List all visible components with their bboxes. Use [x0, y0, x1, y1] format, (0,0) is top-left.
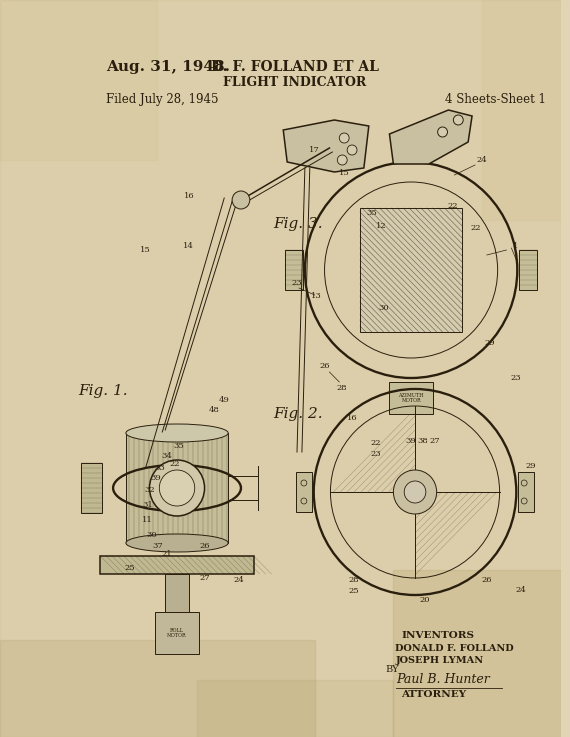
Text: 30: 30 [146, 531, 157, 539]
Text: Fig. 1.: Fig. 1. [79, 384, 128, 398]
Text: 29: 29 [484, 339, 495, 347]
Text: 28: 28 [337, 384, 348, 392]
Text: 16: 16 [347, 414, 357, 422]
Text: FLIGHT INDICATOR: FLIGHT INDICATOR [223, 75, 367, 88]
Text: 22: 22 [471, 224, 481, 232]
Bar [360, 208, 462, 332]
Text: 35: 35 [174, 442, 184, 450]
Text: Filed July 28, 1945: Filed July 28, 1945 [106, 93, 219, 105]
Bar [165, 574, 189, 612]
Text: ATTORNEY: ATTORNEY [401, 690, 466, 699]
Text: 25: 25 [124, 564, 135, 572]
Text: 13: 13 [311, 292, 322, 300]
Text: 35: 35 [367, 209, 377, 217]
Text: 26: 26 [200, 542, 210, 550]
Text: 24: 24 [477, 156, 487, 164]
Text: 29: 29 [526, 462, 536, 470]
Text: JOSEPH LYMAN: JOSEPH LYMAN [396, 656, 483, 665]
Text: Paul B. Hunter: Paul B. Hunter [396, 673, 490, 686]
Text: DONALD F. FOLLAND: DONALD F. FOLLAND [396, 644, 514, 653]
Ellipse shape [126, 424, 228, 442]
Circle shape [453, 115, 463, 125]
Text: 26: 26 [482, 576, 492, 584]
Bar [389, 382, 433, 414]
Text: 27: 27 [200, 574, 210, 582]
Text: 34: 34 [162, 452, 173, 460]
Text: 16: 16 [184, 192, 194, 200]
Text: ROLL
MOTOR: ROLL MOTOR [167, 628, 187, 638]
Circle shape [337, 155, 347, 165]
Text: 23: 23 [292, 279, 302, 287]
Text: Fig. 3.: Fig. 3. [274, 217, 323, 231]
Bar [0, 640, 315, 737]
Text: 39: 39 [406, 437, 417, 445]
Bar [393, 570, 570, 737]
Text: 26: 26 [319, 362, 330, 370]
Bar [518, 472, 534, 512]
Text: 17: 17 [310, 146, 320, 154]
Circle shape [438, 127, 447, 137]
Text: AZIMUTH
MOTOR: AZIMUTH MOTOR [398, 393, 424, 403]
Text: 14: 14 [184, 242, 194, 250]
Text: 12: 12 [376, 222, 387, 230]
Text: BY: BY [385, 665, 399, 674]
Text: 15: 15 [140, 246, 151, 254]
Text: 23: 23 [370, 450, 381, 458]
Text: 1: 1 [512, 242, 518, 250]
Circle shape [404, 481, 426, 503]
Bar [482, 0, 570, 220]
Circle shape [149, 460, 205, 516]
Text: 4 Sheets-Sheet 1: 4 Sheets-Sheet 1 [445, 93, 545, 105]
Text: 24: 24 [234, 576, 245, 584]
Text: 27: 27 [429, 437, 440, 445]
Circle shape [347, 145, 357, 155]
Bar [80, 463, 102, 513]
Circle shape [232, 191, 250, 209]
Text: 48: 48 [209, 406, 220, 414]
Text: 31: 31 [142, 501, 153, 509]
Text: Fig. 2.: Fig. 2. [274, 407, 323, 421]
Bar [519, 250, 537, 290]
Polygon shape [389, 110, 472, 164]
Text: INVENTORS: INVENTORS [401, 631, 474, 640]
Text: 38: 38 [417, 437, 428, 445]
Text: 22: 22 [370, 439, 381, 447]
Bar [0, 0, 157, 160]
Bar [126, 433, 228, 543]
Bar [296, 472, 312, 512]
Text: 22: 22 [170, 460, 180, 468]
Text: 23: 23 [510, 374, 520, 382]
Text: D. F. FOLLAND ET AL: D. F. FOLLAND ET AL [211, 60, 379, 74]
Circle shape [339, 133, 349, 143]
Text: 33: 33 [154, 464, 165, 472]
Ellipse shape [126, 534, 228, 552]
Text: 21: 21 [162, 550, 173, 558]
Circle shape [393, 470, 437, 514]
Text: 20: 20 [420, 596, 430, 604]
Text: 11: 11 [142, 516, 153, 524]
Polygon shape [283, 120, 369, 172]
Bar [100, 556, 254, 574]
Text: 49: 49 [219, 396, 230, 404]
Text: 15: 15 [339, 169, 349, 177]
Text: 25: 25 [349, 587, 359, 595]
Bar [156, 612, 199, 654]
Text: Aug. 31, 1948.: Aug. 31, 1948. [106, 60, 230, 74]
Bar [285, 250, 303, 290]
Text: 32: 32 [144, 486, 155, 494]
Text: 30: 30 [378, 304, 389, 312]
Text: 22: 22 [447, 202, 458, 210]
Text: 37: 37 [152, 542, 162, 550]
Text: 28: 28 [349, 576, 359, 584]
Text: 39: 39 [150, 474, 161, 482]
Bar [197, 680, 393, 737]
Text: 24: 24 [516, 586, 527, 594]
Circle shape [160, 470, 195, 506]
